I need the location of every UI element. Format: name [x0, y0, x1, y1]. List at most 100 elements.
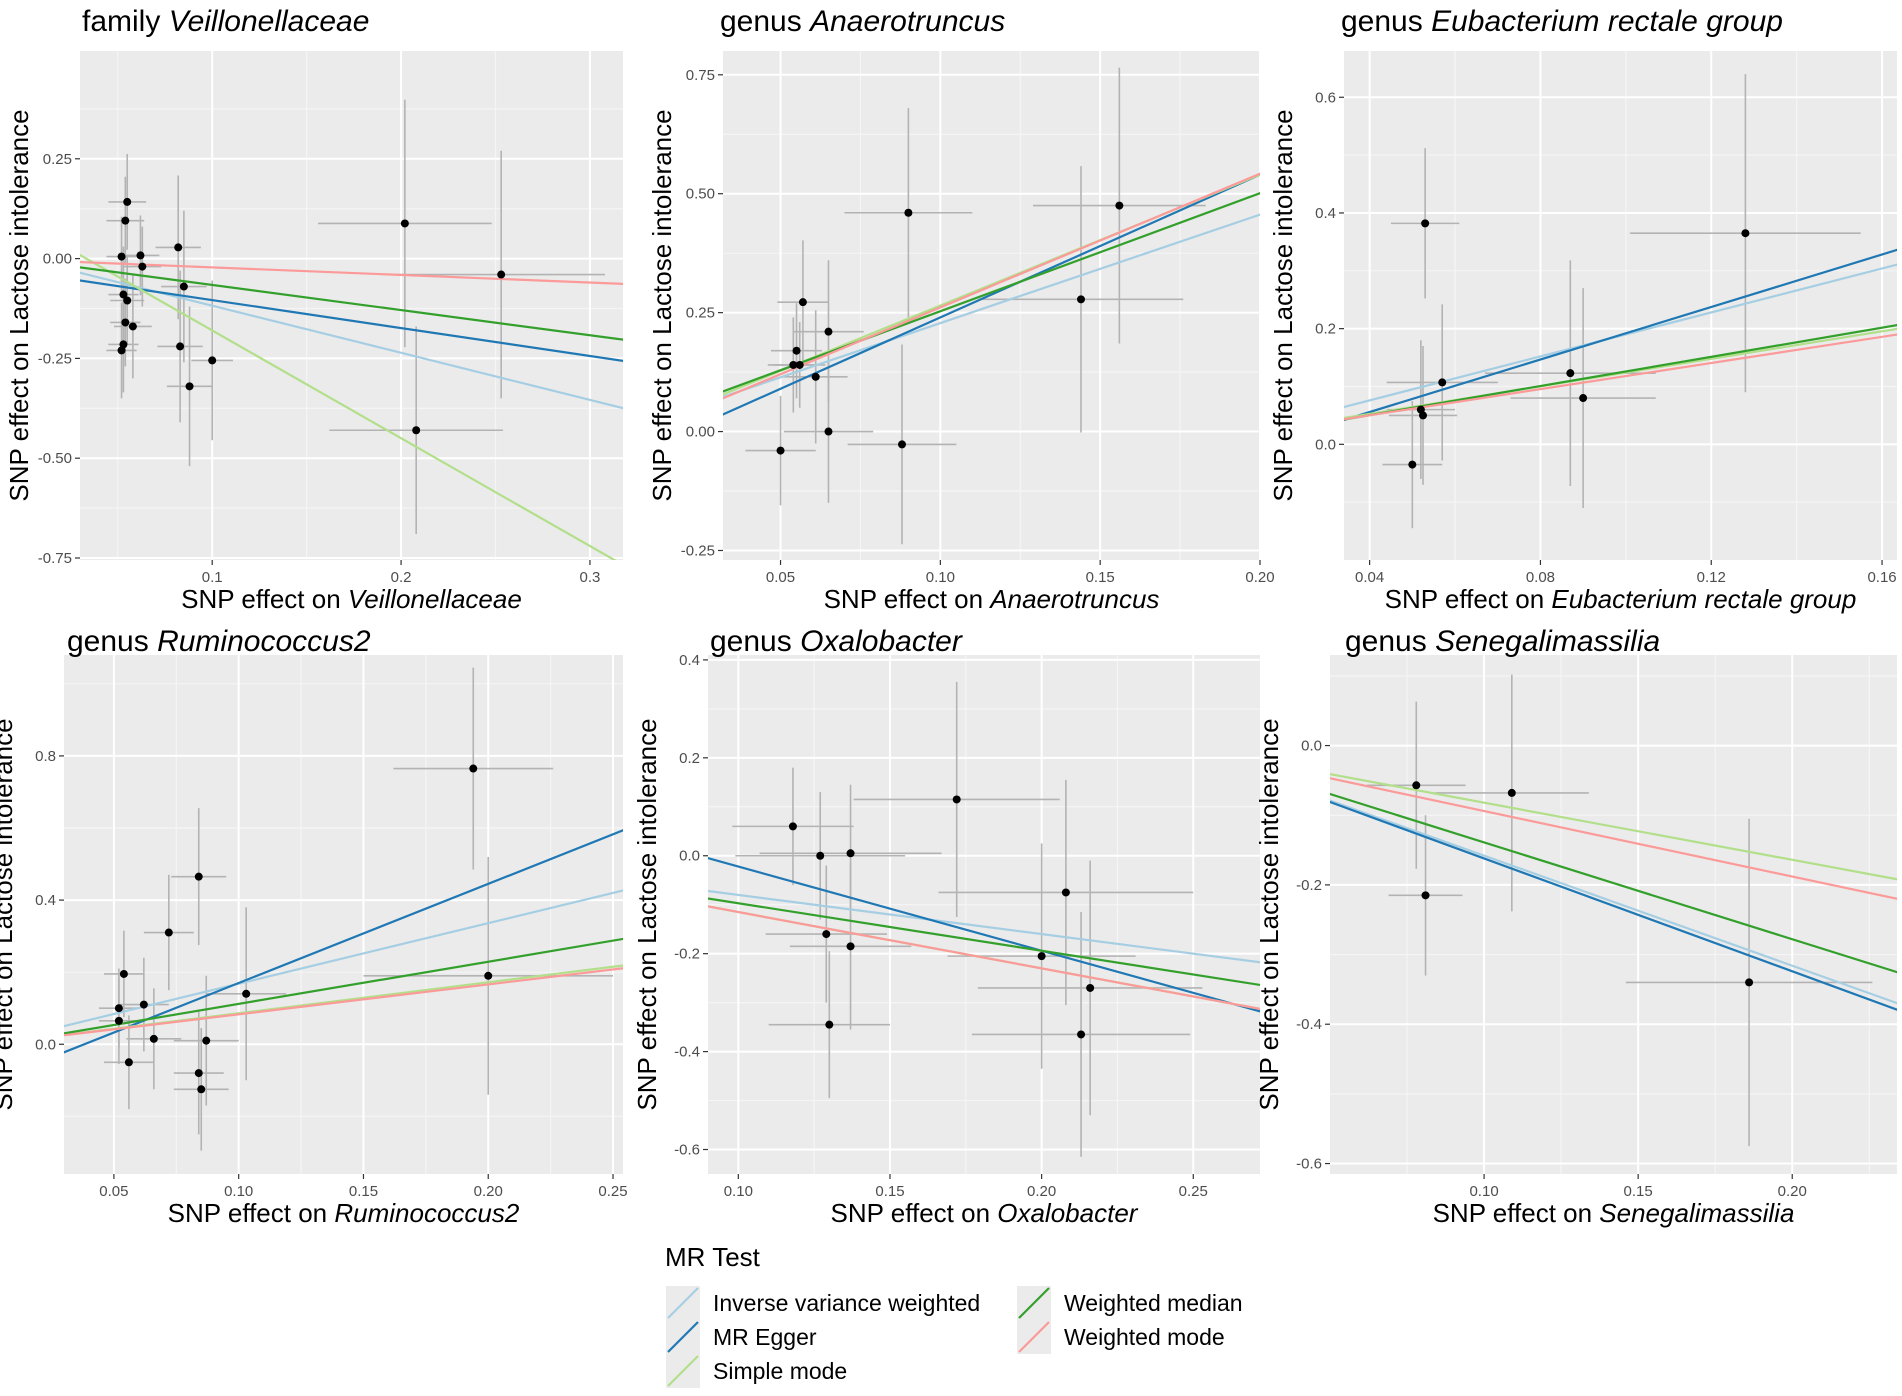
y-tick-label: 0.50 — [686, 186, 715, 203]
y-tick-label: 0.2 — [679, 750, 700, 767]
y-tick-label: 0.00 — [43, 251, 72, 268]
data-point — [138, 262, 147, 271]
line-ivw — [80, 271, 623, 410]
legend-label: Simple mode — [713, 1358, 847, 1384]
data-point — [139, 1000, 148, 1009]
data-point — [776, 446, 785, 455]
data-points — [776, 201, 1124, 455]
panel-4: 0.05 0.10 0.15 0.20 0.25 0.8 0.4 0.0 genus Rumin… — [0, 625, 628, 1228]
data-point — [119, 290, 128, 299]
data-point — [1421, 219, 1430, 228]
data-point — [1579, 394, 1588, 403]
y-tick-label: 0.4 — [679, 652, 700, 669]
data-point — [202, 1036, 211, 1045]
y-axis-title: SNP effect on Lactose intolerance — [647, 109, 677, 501]
x-axis-title-prefix: SNP effect on — [824, 584, 991, 614]
panel-1: 0.1 0.2 0.3 0.25 0.00 -0.25 -0.50 -0.75 family V… — [4, 5, 623, 614]
line-ivw — [708, 889, 1260, 964]
data-point — [1408, 460, 1417, 469]
y-tick-label: 0.4 — [35, 892, 56, 909]
panel-title: genus Eubacterium rectale group — [1341, 5, 1783, 38]
line-wmedian — [1344, 324, 1897, 421]
y-tick-label: 0.75 — [686, 67, 715, 84]
data-point — [846, 849, 855, 858]
y-axis-title: SNP effect on Lactose intolerance — [1268, 109, 1298, 501]
x-tick-label: 0.15 — [349, 1183, 378, 1200]
line-wmedian — [80, 266, 623, 341]
legend-item-wmode: Weighted mode — [1017, 1320, 1225, 1354]
data-point — [194, 1069, 203, 1078]
y-tick-label: 0.00 — [686, 424, 715, 441]
panel-title: genus Senegalimassilia — [1345, 625, 1660, 658]
panel-title: genus Anaerotruncus — [720, 5, 1005, 38]
y-tick-label: -0.6 — [674, 1142, 700, 1159]
mr-lines — [1330, 773, 1897, 1011]
line-egger — [1330, 800, 1897, 1011]
panel-title-taxon: Veillonellaceae — [169, 5, 370, 38]
panel-3: 0.04 0.08 0.12 0.16 0.6 0.4 0.2 0.0 genus Eubact… — [1268, 5, 1897, 614]
y-tick-label: 0.0 — [35, 1036, 56, 1053]
x-axis-title-prefix: SNP effect on — [181, 584, 348, 614]
y-tick-label: -0.6 — [1296, 1156, 1322, 1173]
y-tick-label: -0.50 — [38, 450, 72, 467]
line-wmode — [723, 172, 1260, 400]
x-tick-label: 0.16 — [1867, 569, 1896, 586]
data-point — [469, 764, 478, 773]
line-wmode — [80, 260, 623, 285]
data-point — [824, 327, 833, 336]
panel-background — [1330, 655, 1897, 1174]
x-tick-label: 0.3 — [580, 569, 601, 586]
data-point — [795, 360, 804, 369]
x-axis-title-taxon: Oxalobacter — [997, 1198, 1139, 1228]
mr-lines — [80, 253, 623, 560]
panel-title: genus Ruminococcus2 — [67, 625, 371, 658]
legend-item-egger: MR Egger — [666, 1320, 817, 1354]
data-point — [194, 872, 203, 881]
y-tick-label: 0.4 — [1315, 205, 1336, 222]
line-wmedian — [1330, 792, 1897, 974]
data-point — [412, 426, 421, 435]
data-point — [822, 930, 831, 939]
panel-background — [80, 51, 623, 560]
legend-key-line — [667, 1355, 699, 1387]
panel-title-taxon: Ruminococcus2 — [157, 625, 371, 658]
y-tick-label: -0.4 — [1296, 1016, 1322, 1033]
data-point — [1419, 411, 1427, 420]
y-tick-label: 0.0 — [1315, 436, 1336, 453]
data-point — [197, 1085, 206, 1094]
grid — [723, 51, 1260, 560]
line-wmode — [64, 967, 623, 1037]
x-tick-label: 0.08 — [1526, 569, 1555, 586]
data-point — [1061, 888, 1070, 897]
panel-title: genus Oxalobacter — [710, 625, 963, 658]
data-point — [117, 252, 126, 261]
mr-lines — [723, 172, 1260, 416]
x-axis-title: SNP effect on Oxalobacter — [831, 1198, 1139, 1228]
mr-lines — [64, 829, 623, 1054]
legend-key-line — [667, 1287, 699, 1319]
legend: MR Test Inverse variance weighted MR Egger… — [665, 1242, 1243, 1388]
panel-title: family Veillonellaceae — [82, 5, 369, 38]
line-simple — [1330, 773, 1897, 881]
x-tick-label: 0.25 — [598, 1183, 627, 1200]
legend-label: Weighted mode — [1064, 1324, 1225, 1350]
data-point — [846, 942, 855, 951]
x-tick-label: 0.10 — [724, 1183, 753, 1200]
line-ivw — [1330, 799, 1897, 1005]
x-tick-label: 0.2 — [391, 569, 412, 586]
y-tick-label: 0.25 — [686, 305, 715, 322]
data-point — [123, 197, 132, 206]
line-wmode — [708, 905, 1260, 1011]
x-tick-label: 0.05 — [766, 569, 795, 586]
y-tick-label: -0.75 — [38, 550, 72, 567]
data-point — [1421, 891, 1430, 900]
x-tick-label: 0.25 — [1179, 1183, 1208, 1200]
line-wmode — [1344, 333, 1897, 421]
x-tick-label: 0.10 — [926, 569, 955, 586]
data-point — [1037, 952, 1046, 961]
x-tick-label: 0.05 — [99, 1183, 128, 1200]
data-point — [174, 243, 183, 252]
y-tick-label: -0.25 — [38, 350, 72, 367]
x-axis-title: SNP effect on Veillonellaceae — [181, 584, 522, 614]
x-axis-title-taxon: Ruminococcus2 — [334, 1198, 520, 1228]
